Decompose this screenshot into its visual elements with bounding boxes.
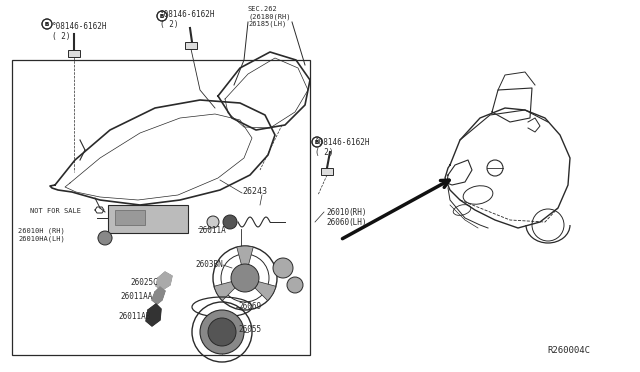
Circle shape (287, 277, 303, 293)
Text: B: B (315, 140, 319, 144)
Bar (12, 60, 310, 355)
Circle shape (98, 231, 112, 245)
Bar (321, 168, 333, 175)
Circle shape (231, 264, 259, 292)
Text: 26010
26060: 26010 26060 (326, 208, 349, 227)
Text: 26069: 26069 (238, 302, 261, 311)
Text: B: B (160, 13, 164, 19)
Circle shape (273, 258, 293, 278)
Bar (108, 205, 188, 233)
Text: °08146-6162H
( 2): °08146-6162H ( 2) (160, 10, 216, 29)
Text: 26011AB: 26011AB (118, 312, 150, 321)
Circle shape (223, 215, 237, 229)
Wedge shape (214, 278, 245, 301)
Text: 26011AA: 26011AA (120, 292, 152, 301)
Text: 26025C: 26025C (130, 278, 157, 287)
Polygon shape (146, 304, 161, 326)
Polygon shape (156, 272, 172, 290)
Wedge shape (237, 246, 253, 278)
Polygon shape (152, 287, 165, 304)
Text: °08146-6162H
( 2): °08146-6162H ( 2) (315, 138, 371, 157)
Bar (115, 210, 145, 225)
Circle shape (208, 318, 236, 346)
Text: B: B (315, 140, 319, 144)
Circle shape (200, 310, 244, 354)
Text: (RH)
(LH): (RH) (LH) (348, 208, 367, 227)
Wedge shape (245, 278, 276, 301)
Text: 26243: 26243 (242, 187, 267, 196)
Text: R260004C: R260004C (547, 346, 590, 355)
Circle shape (207, 216, 219, 228)
Text: 26055: 26055 (238, 325, 261, 334)
Text: B: B (45, 22, 49, 26)
Text: °08146-6162H
( 2): °08146-6162H ( 2) (52, 22, 108, 41)
Bar (185, 42, 197, 49)
Bar (68, 50, 80, 57)
Text: B: B (45, 22, 49, 26)
Text: SEC.262
(26180(RH)
26185(LH): SEC.262 (26180(RH) 26185(LH) (248, 6, 291, 27)
Text: 26010H (RH)
26010HA(LH): 26010H (RH) 26010HA(LH) (18, 228, 65, 242)
Text: B: B (160, 13, 164, 19)
Text: NOT FOR SALE: NOT FOR SALE (30, 208, 81, 214)
Text: 2603BN: 2603BN (195, 260, 223, 269)
Text: 26011A: 26011A (198, 226, 226, 235)
